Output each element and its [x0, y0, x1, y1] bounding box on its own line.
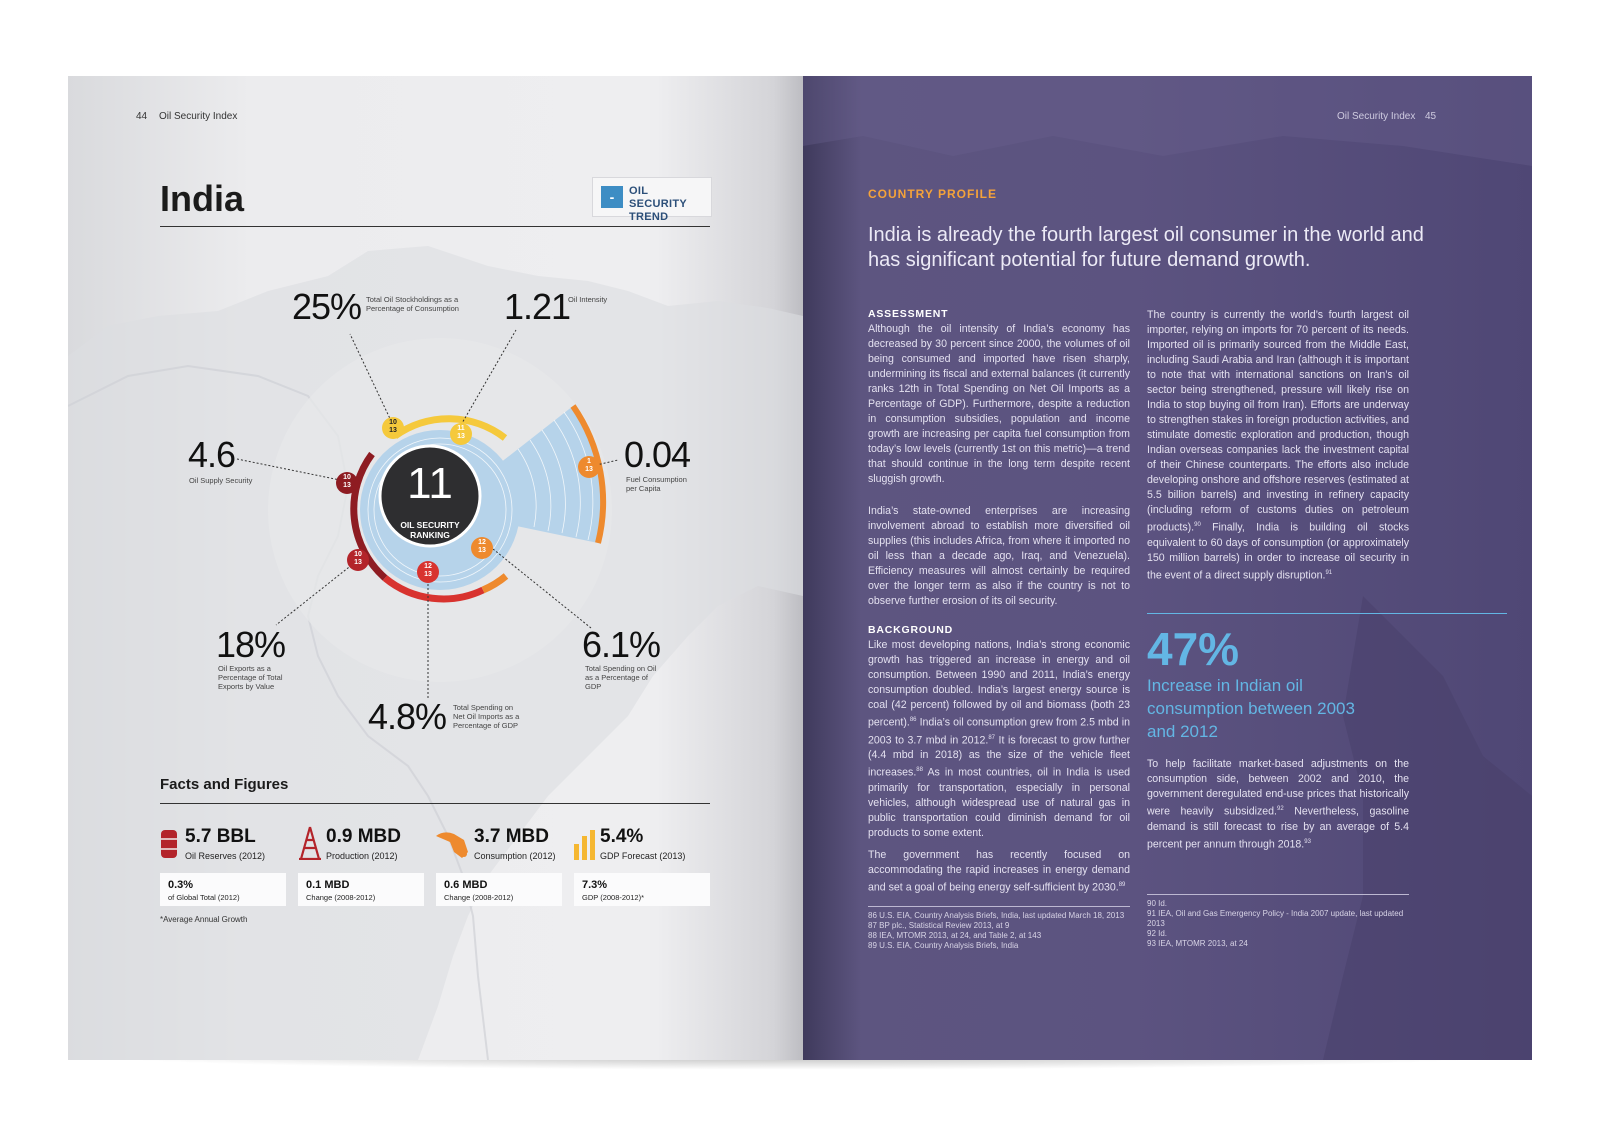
- right-column-paragraph-2: To help facilitate market-based adjustme…: [1147, 758, 1409, 851]
- fact-production-value: 0.9 MBD: [326, 826, 401, 847]
- badge-supply-security: [336, 472, 358, 494]
- fact-consumption-box-label: Change (2008-2012): [444, 893, 514, 902]
- fact-reserves-box-label: of Global Total (2012): [168, 893, 240, 902]
- right-page: Oil Security Index 45 COUNTRY PROFILE In…: [803, 76, 1532, 1060]
- metric-supply-security-label: Oil Supply Security: [189, 476, 253, 485]
- facts-heading: Facts and Figures: [160, 776, 289, 793]
- fact-consumption-label: Consumption (2012): [474, 851, 556, 861]
- inner-grid-ring-1: [373, 443, 507, 577]
- bar-chart-icon: [574, 830, 595, 860]
- ranking-value: 11: [407, 459, 453, 508]
- fact-consumption-value: 3.7 MBD: [474, 826, 549, 847]
- oil-barrel-icon: [161, 830, 177, 858]
- badge-stockholdings: [382, 417, 404, 439]
- assessment-paragraph-2: India’s state-owned enterprises are incr…: [868, 505, 1130, 607]
- arc-orange-segment: [481, 573, 509, 594]
- metric-net-imports-value: 4.8%: [368, 696, 447, 737]
- fact-reserves-value: 5.7 BBL: [185, 826, 256, 847]
- fact-reserves-box: 0.3% of Global Total (2012): [160, 873, 286, 906]
- fact-production-label: Production (2012): [326, 851, 398, 861]
- badge-stockholdings-text: 10 13: [389, 419, 397, 434]
- oil-security-radial-chart: [236, 329, 619, 700]
- fact-reserves-label: Oil Reserves (2012): [185, 851, 266, 861]
- fact-production-box-label: Change (2008-2012): [306, 893, 376, 902]
- metric-stockholdings-label: Total Oil Stockholdings as a Percentage …: [366, 295, 459, 313]
- metric-fuel-consumption-label: Fuel Consumption per Capita: [626, 475, 687, 493]
- badge-exports: [347, 549, 369, 571]
- lead-paragraph: India is already the fourth largest oil …: [868, 224, 1424, 271]
- fact-production-box: 0.1 MBD Change (2008-2012): [298, 873, 424, 906]
- badge-net-imports-text: 12 13: [424, 563, 432, 578]
- metric-oil-intensity-value: 1.21: [504, 286, 571, 327]
- rank-badges: [336, 417, 600, 583]
- trend-icon: -: [601, 186, 623, 208]
- facts-rule: [160, 803, 710, 804]
- stat-value: 47%: [1147, 623, 1240, 675]
- trend-label: OIL SECURITY TREND: [629, 185, 687, 223]
- metric-fuel-consumption-value: 0.04: [624, 434, 691, 475]
- country-title: India: [160, 178, 245, 219]
- map-texture-background: [803, 76, 1532, 1060]
- running-title: Oil Security Index: [159, 111, 238, 122]
- metric-spending-oil-value: 6.1%: [582, 624, 661, 665]
- oil-security-trend-box: - OIL SECURITY TREND: [592, 177, 712, 223]
- metric-net-imports-label: Total Spending on Net Oil Imports as a P…: [453, 703, 520, 730]
- badge-fuel-consumption-text: 1 13: [585, 458, 593, 473]
- footnote-rule-right: [1147, 894, 1409, 895]
- metric-exports-label: Oil Exports as a Percentage of Total Exp…: [218, 664, 283, 691]
- fuel-consumption-wedge: [440, 406, 604, 543]
- metric-exports-value: 18%: [216, 624, 286, 665]
- running-title: Oil Security Index: [1337, 111, 1416, 122]
- background-paragraph-2: The government has recently focused on a…: [868, 849, 1130, 894]
- arc-yellow-segment: [392, 415, 508, 441]
- badge-spending-oil: [471, 537, 493, 559]
- fact-production-box-value: 0.1 MBD: [306, 879, 350, 891]
- left-page: 44 Oil Security Index India - OIL SECURI…: [68, 76, 803, 1060]
- inner-grid-ring-2: [367, 437, 513, 583]
- title-rule: [160, 226, 710, 227]
- assessment-paragraph-1: Although the oil intensity of India’s ec…: [868, 323, 1130, 485]
- metric-oil-intensity-label: Oil Intensity: [568, 295, 608, 304]
- metric-spending-oil-label: Total Spending on Oil as a Percentage of…: [585, 664, 657, 691]
- badge-supply-security-text: 10 13: [343, 474, 351, 489]
- fuel-nozzle-icon: [436, 832, 468, 858]
- assessment-heading: ASSESSMENT: [868, 308, 949, 320]
- badge-oil-intensity-text: 11 13: [457, 425, 465, 440]
- oil-derrick-icon: [299, 826, 321, 860]
- fact-gdp-value: 5.4%: [600, 826, 644, 847]
- page-number: 45: [1425, 111, 1437, 122]
- footnotes-left: 86 U.S. EIA, Country Analysis Briefs, In…: [868, 911, 1125, 950]
- background-paragraph-1: Like most developing nations, India’s st…: [868, 639, 1131, 839]
- badge-net-imports: [417, 561, 439, 583]
- fact-gdp-label: GDP Forecast (2013): [600, 851, 686, 861]
- badge-fuel-consumption: [578, 456, 600, 478]
- footnote-average-growth: *Average Annual Growth: [160, 915, 248, 924]
- badge-spending-oil-text: 12 13: [478, 539, 486, 554]
- page-number: 44: [136, 111, 148, 122]
- arc-red-segment: [382, 575, 485, 603]
- fact-consumption-box-value: 0.6 MBD: [444, 879, 488, 891]
- background-heading: BACKGROUND: [868, 624, 953, 636]
- footnotes-right: 90 Id. 91 IEA, Oil and Gas Emergency Pol…: [1147, 899, 1404, 948]
- arc-darkred-segment: [350, 451, 388, 581]
- stat-rule: [1147, 613, 1507, 614]
- footnote-rule-left: [868, 906, 1130, 907]
- fact-reserves-box-value: 0.3%: [168, 879, 194, 891]
- badge-exports-text: 10 13: [354, 551, 362, 566]
- fact-gdp-box: 7.3% GDP (2008-2012)*: [574, 873, 710, 906]
- fact-consumption-box: 0.6 MBD Change (2008-2012): [436, 873, 562, 906]
- ranking-center-circle: [378, 444, 482, 548]
- metric-supply-security-value: 4.6: [188, 434, 236, 475]
- fuel-consumption-wedge-edge: [570, 404, 607, 544]
- fact-gdp-box-value: 7.3%: [582, 879, 608, 891]
- right-column-paragraph-1: The country is currently the world’s fou…: [1147, 309, 1409, 582]
- metric-stockholdings-value: 25%: [292, 286, 362, 327]
- ranking-label: OIL SECURITY RANKING: [400, 520, 460, 540]
- fact-gdp-box-label: GDP (2008-2012)*: [582, 893, 644, 902]
- badge-oil-intensity: [450, 423, 472, 445]
- stat-caption: Increase in Indian oil consumption betwe…: [1147, 676, 1355, 741]
- section-kicker: COUNTRY PROFILE: [868, 187, 998, 201]
